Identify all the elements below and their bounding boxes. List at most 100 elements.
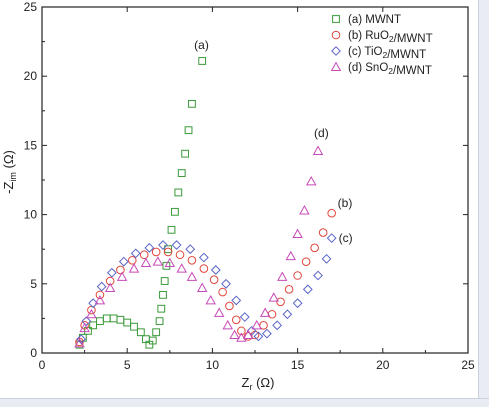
data-point: [81, 316, 92, 327]
data-point: [205, 294, 216, 305]
data-point: [128, 263, 140, 273]
legend-text-part: (c) TiO: [348, 46, 383, 58]
y-axis-title: -Zim (Ω): [1, 150, 18, 194]
data-point: [268, 292, 279, 302]
y-tick-label: 0: [30, 346, 37, 360]
data-point: [251, 319, 262, 330]
data-point: [176, 263, 187, 273]
series-circle: [75, 208, 336, 347]
legend-text-part: (b) RuO: [348, 30, 389, 42]
data-point: [86, 308, 97, 319]
data-point: [177, 169, 186, 177]
data-point: [116, 315, 125, 324]
data-point: [130, 248, 141, 259]
data-point: [276, 297, 285, 307]
data-point: [184, 126, 193, 135]
window-edge-bottom: [0, 398, 489, 407]
y-axis-title-unit: (Ω): [1, 150, 16, 172]
data-point: [293, 271, 302, 280]
legend-item: (a) MWNT: [332, 14, 401, 26]
data-point: [160, 277, 169, 285]
data-point: [292, 298, 303, 309]
window-edge-right: [478, 0, 489, 407]
legend-item: (b) RuO2/MWNT: [331, 30, 433, 45]
data-point: [128, 255, 137, 265]
legend-text-part: /MWNT: [387, 49, 426, 61]
x-axis-title: Zr (Ω): [242, 375, 275, 392]
data-point: [301, 257, 311, 266]
data-point: [151, 247, 161, 257]
x-axis-title-unit: (Ω): [252, 375, 274, 390]
data-point: [209, 275, 219, 284]
data-point: [282, 309, 293, 320]
x-tick-label: 10: [206, 358, 220, 372]
data-point: [152, 256, 164, 266]
legend-text-part: /MWNT: [394, 33, 433, 45]
legend-text-part: (d) SnO: [348, 62, 388, 74]
data-point: [123, 318, 132, 327]
data-point: [158, 240, 168, 250]
data-point: [253, 331, 264, 342]
data-point: [95, 290, 105, 300]
data-point: [76, 334, 87, 345]
axis-titles: Zr (Ω) -Zim (Ω): [1, 150, 274, 392]
data-point: [148, 336, 157, 345]
data-point: [305, 175, 317, 186]
data-point: [242, 329, 254, 340]
y-tick-label: 20: [24, 69, 38, 83]
data-point: [327, 208, 336, 218]
y-axis-title-main: -Z: [1, 182, 16, 194]
legend: (a) MWNT(b) RuO2/MWNT(c) TiO2/MWNT(d) Sn…: [330, 14, 433, 77]
data-marks: [74, 57, 337, 349]
data-point: [199, 264, 209, 273]
data-point: [210, 265, 221, 275]
x-tick-label: 0: [39, 358, 46, 372]
data-point: [225, 301, 234, 311]
data-point: [277, 271, 288, 281]
data-point: [272, 320, 283, 331]
data-point: [96, 317, 104, 326]
data-point: [321, 253, 332, 264]
x-tick-label: 25: [461, 358, 475, 372]
legend-label: (d) SnO2/MWNT: [348, 62, 432, 77]
data-point: [262, 328, 272, 339]
data-point: [106, 267, 117, 278]
data-point: [221, 278, 231, 289]
data-point: [79, 322, 90, 333]
legend-subscript: 2: [389, 34, 394, 44]
data-point: [236, 332, 247, 342]
data-point: [198, 57, 207, 65]
data-point: [239, 312, 250, 322]
legend-marker: [331, 30, 341, 40]
data-point: [302, 284, 313, 295]
legend-text-part: /MWNT: [393, 65, 432, 77]
data-point: [259, 307, 271, 317]
series-annotation: (d): [314, 126, 329, 140]
data-point: [152, 328, 161, 337]
data-point: [164, 257, 176, 268]
data-point: [237, 326, 246, 336]
data-point: [188, 99, 196, 108]
data-point: [326, 233, 337, 244]
legend-text-part: (a) MWNT: [348, 14, 401, 26]
data-point: [139, 250, 149, 260]
data-point: [96, 281, 107, 292]
x-tick-label: 15: [291, 358, 305, 372]
data-point: [187, 255, 197, 265]
data-point: [140, 257, 152, 268]
data-point: [171, 240, 182, 250]
data-point: [167, 225, 176, 234]
data-point: [162, 261, 171, 270]
legend-label: (b) RuO2/MWNT: [348, 30, 433, 45]
series-annotation: (c): [339, 231, 353, 245]
data-point: [102, 314, 111, 323]
y-tick-label: 25: [24, 0, 38, 14]
legend-item: (d) SnO2/MWNT: [330, 61, 432, 77]
data-point: [136, 328, 145, 337]
data-point: [229, 329, 240, 340]
data-point: [157, 304, 166, 313]
data-point: [267, 309, 277, 319]
data-point: [318, 228, 328, 237]
